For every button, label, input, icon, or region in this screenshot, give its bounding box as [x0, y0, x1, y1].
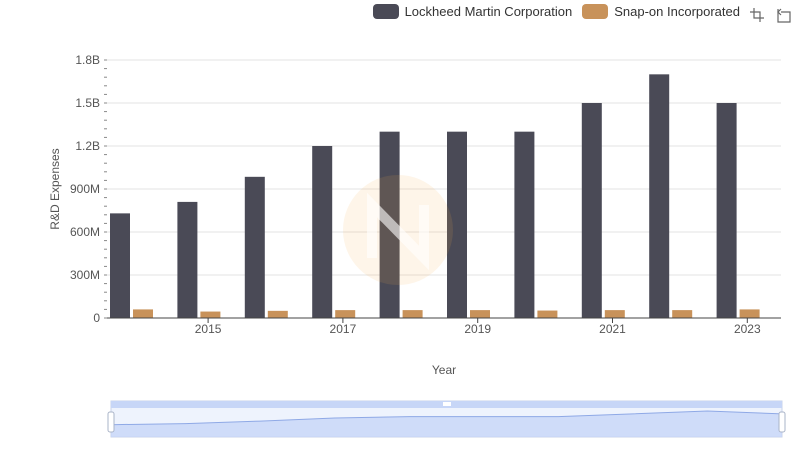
bar-snapon[interactable]	[470, 310, 490, 318]
zoom-icon[interactable]	[748, 6, 766, 24]
y-tick-label: 600M	[70, 225, 100, 239]
legend-label-snapon: Snap-on Incorporated	[614, 4, 740, 19]
bar-snapon[interactable]	[537, 310, 558, 318]
bar-lockheed[interactable]	[312, 146, 333, 318]
legend: Lockheed Martin Corporation Snap-on Inco…	[372, 4, 740, 19]
slider-preview-area	[111, 411, 782, 437]
slider-preview-line	[110, 410, 783, 426]
bars	[110, 74, 760, 318]
x-tick-label: 2021	[599, 322, 626, 336]
bar-lockheed[interactable]	[447, 131, 467, 318]
y-axis-ticks: 0 300M 600M 900M 1.2B 1.5B 1.8B	[70, 53, 107, 325]
watermark-logo	[343, 175, 453, 285]
legend-swatch-snapon	[582, 4, 609, 19]
bar-lockheed[interactable]	[581, 103, 602, 318]
bar-snapon[interactable]	[604, 310, 625, 318]
bar-lockheed[interactable]	[514, 131, 535, 318]
bar-snapon[interactable]	[335, 310, 356, 318]
bar-snapon[interactable]	[739, 309, 760, 318]
x-tick-label: 2023	[734, 322, 761, 336]
bar-snapon[interactable]	[672, 310, 693, 318]
x-axis-label: Year	[432, 363, 456, 377]
bar-lockheed[interactable]	[244, 176, 265, 318]
watermark-mark	[367, 192, 429, 271]
slider-grip[interactable]	[443, 402, 451, 406]
slider-handle-left[interactable]	[107, 411, 115, 433]
legend-swatch-lockheed	[372, 4, 399, 19]
legend-label-lockheed: Lockheed Martin Corporation	[404, 4, 573, 19]
x-tick-label: 2019	[464, 322, 491, 336]
legend-item-lockheed[interactable]: Lockheed Martin Corporation	[372, 4, 573, 19]
y-tick-label: 1.8B	[75, 53, 100, 67]
y-tick-label: 0	[93, 311, 100, 325]
y-tick-label: 1.5B	[75, 96, 100, 110]
y-tick-label: 1.2B	[75, 139, 100, 153]
slider-handle-right[interactable]	[778, 411, 786, 433]
bar-snapon[interactable]	[133, 309, 153, 318]
y-tick-label: 900M	[70, 182, 100, 196]
y-axis-label: R&D Expenses	[48, 148, 62, 229]
restore-icon[interactable]	[774, 6, 792, 24]
y-tick-label: 300M	[70, 268, 100, 282]
bar-snapon[interactable]	[267, 310, 288, 318]
bar-snapon[interactable]	[200, 311, 221, 318]
x-tick-label: 2017	[330, 322, 357, 336]
toolbox	[748, 6, 792, 24]
bar-lockheed[interactable]	[649, 74, 670, 318]
bar-snapon[interactable]	[402, 310, 423, 318]
bar-lockheed[interactable]	[177, 201, 198, 318]
x-tick-label: 2015	[195, 322, 222, 336]
bar-lockheed[interactable]	[110, 213, 130, 318]
bar-lockheed[interactable]	[716, 103, 737, 318]
data-zoom-slider[interactable]	[107, 400, 786, 438]
legend-item-snapon[interactable]: Snap-on Incorporated	[582, 4, 740, 19]
x-axis: 2015 2017 2019 2021 2023	[107, 317, 781, 336]
